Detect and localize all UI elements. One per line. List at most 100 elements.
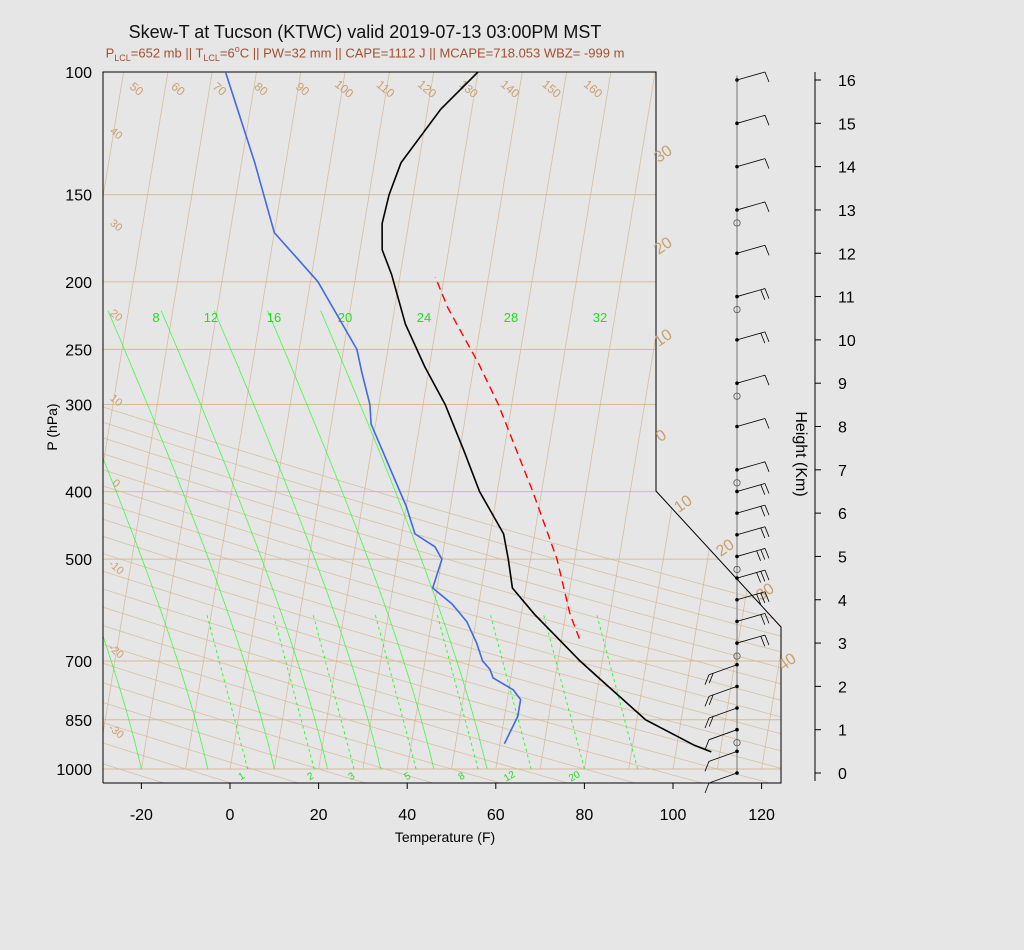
isotherm-label-left: 40 bbox=[107, 125, 124, 142]
wind-barb-shaft bbox=[736, 483, 766, 492]
isotherm-line bbox=[895, 72, 1010, 769]
isotherm-line bbox=[185, 72, 302, 770]
dry-adiabat-line bbox=[103, 72, 571, 783]
dry-adiabat-line bbox=[103, 72, 639, 783]
wind-calm-circle bbox=[733, 565, 741, 574]
plot-frame bbox=[102, 71, 782, 784]
height-tick-label: 4 bbox=[838, 593, 847, 610]
height-tick-label: 15 bbox=[838, 116, 856, 133]
wind-barb-flag bbox=[764, 591, 770, 602]
isotherm-label-left: 10 bbox=[107, 392, 124, 409]
isotherm-line bbox=[539, 72, 656, 770]
wind-barb-shaft bbox=[736, 158, 766, 168]
wind-barb-flag bbox=[764, 288, 770, 299]
wind-barb-shaft bbox=[736, 634, 766, 644]
dry-adiabat-line bbox=[103, 72, 781, 783]
isotherm-label-right: 20 bbox=[651, 234, 675, 258]
isotherm-line bbox=[451, 72, 567, 770]
dry-adiabat-line bbox=[103, 72, 167, 783]
isotherm-label-top: 90 bbox=[293, 79, 312, 99]
temperature-tick-label: 0 bbox=[226, 807, 235, 824]
wind-barb-flag bbox=[704, 782, 710, 794]
dry-adiabat-line bbox=[103, 72, 781, 783]
mixing-ratio-line bbox=[312, 614, 355, 770]
mixing-ratio-label-top: 24 bbox=[417, 310, 431, 325]
isotherm-label-left: 20 bbox=[107, 307, 124, 324]
wind-barb-shaft bbox=[736, 548, 766, 557]
moist-adiabat-line bbox=[103, 310, 142, 770]
isotherm-line bbox=[273, 72, 390, 770]
temperature-profile-line bbox=[381, 71, 712, 753]
moist-adiabat-line bbox=[267, 310, 435, 770]
wind-barb-flag bbox=[760, 636, 766, 647]
pressure-tick-label: 1000 bbox=[56, 762, 92, 779]
wind-barb-flag bbox=[764, 461, 770, 472]
height-tick-label: 8 bbox=[838, 420, 847, 437]
mixing-ratio-line bbox=[489, 614, 532, 770]
mixing-ratio-label-bottom: 2 bbox=[306, 770, 317, 783]
background-grid bbox=[103, 72, 1024, 783]
wind-barb-flag bbox=[756, 593, 761, 605]
wind-barb-flag bbox=[760, 614, 766, 625]
mixing-ratio-label-top: 8 bbox=[152, 310, 159, 325]
dry-adiabat-line bbox=[103, 72, 504, 783]
mixing-ratio-line bbox=[436, 614, 479, 770]
wind-barb-flag bbox=[704, 739, 710, 750]
wind-barb-flag bbox=[708, 673, 714, 684]
tlcl-sep: || T bbox=[181, 45, 204, 61]
mixing-ratio-label-bottom: 20 bbox=[567, 769, 583, 784]
pressure-tick-label: 200 bbox=[65, 275, 92, 292]
wind-barb-shaft bbox=[736, 526, 766, 536]
isotherm-line bbox=[103, 72, 124, 770]
height-tick-label: 12 bbox=[838, 246, 856, 263]
isotherm-label-right: 0 bbox=[653, 427, 670, 446]
parcel-trace-line bbox=[434, 276, 581, 639]
x-axis-label: Temperature (F) bbox=[395, 829, 495, 845]
dry-adiabat-line bbox=[103, 72, 781, 783]
wind-barb-shaft bbox=[736, 591, 766, 601]
isotherm-line bbox=[983, 72, 1024, 769]
temperature-tick-label: 40 bbox=[398, 807, 416, 824]
wind-barb-flag bbox=[764, 548, 770, 559]
dry-adiabat-line bbox=[103, 72, 781, 783]
wind-barb-flag bbox=[760, 527, 766, 539]
height-axis-label: Height (Km) bbox=[792, 411, 809, 496]
mixing-ratio-label-top: 12 bbox=[204, 310, 218, 325]
wind-barb-shaft bbox=[708, 772, 738, 784]
wind-barb-flag bbox=[708, 716, 714, 727]
wind-barb-shaft bbox=[708, 750, 738, 762]
dry-adiabat-line bbox=[103, 72, 781, 783]
subtitle-rest: C || PW=32 mm || CAPE=1112 J || MCAPE=71… bbox=[239, 45, 625, 61]
mixing-ratio-label-bottom: 8 bbox=[457, 770, 468, 783]
dry-adiabat-line bbox=[103, 72, 773, 783]
moist-adiabat-line bbox=[107, 310, 275, 770]
wind-barb-shaft bbox=[736, 461, 766, 471]
temperature-tick-label: 80 bbox=[576, 807, 594, 824]
dewpoint-profile-line bbox=[224, 71, 522, 745]
pressure-tick-label: 150 bbox=[65, 188, 92, 205]
isotherm-label-top: 160 bbox=[581, 77, 606, 101]
mixing-ratio-line bbox=[543, 614, 585, 770]
pressure-tick-label: 700 bbox=[65, 654, 92, 671]
isotherm-line bbox=[103, 72, 169, 770]
pressure-tick-label: 100 bbox=[65, 65, 92, 82]
wind-barb-shaft bbox=[736, 288, 766, 297]
isotherm-line bbox=[584, 72, 700, 770]
wind-barb-flag bbox=[764, 613, 770, 624]
mixing-ratio-line bbox=[272, 614, 315, 770]
wind-calm-circle bbox=[733, 305, 741, 314]
mixing-ratio-label-bottom: 12 bbox=[502, 769, 518, 784]
height-tick-label: 5 bbox=[838, 549, 847, 566]
wind-barb-flag bbox=[764, 569, 770, 581]
wind-barb-flag bbox=[764, 504, 770, 516]
isotherm-line bbox=[318, 72, 435, 770]
tlcl-value: =6 bbox=[219, 45, 235, 61]
isotherm-label-left: -20 bbox=[106, 642, 126, 661]
wind-barb-flag bbox=[764, 375, 770, 386]
isotherm-line bbox=[406, 72, 523, 770]
height-tick-label: 13 bbox=[838, 203, 856, 220]
mixing-ratio-label-top: 32 bbox=[593, 310, 607, 325]
wind-barb-flag bbox=[760, 592, 766, 604]
isotherm-line bbox=[850, 72, 965, 769]
plcl-sub: LCL bbox=[114, 52, 131, 63]
